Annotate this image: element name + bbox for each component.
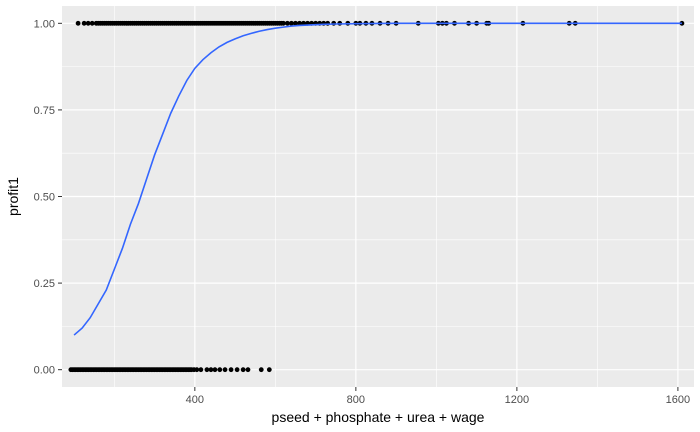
y-tick-label: 0.50 [34,192,55,204]
data-point [75,20,81,26]
x-tick-label: 1200 [505,394,529,406]
data-point [85,20,91,26]
data-point [81,20,87,26]
data-point [293,20,298,26]
x-tick-label: 1600 [666,394,690,406]
data-point [217,367,223,373]
data-point [266,367,272,373]
data-point [289,20,294,26]
data-point [297,20,302,26]
data-point [281,20,286,26]
data-point [285,20,290,26]
x-axis-ticks: 400 800 1200 1600 [186,387,690,406]
x-axis-title: pseed + phosphate + urea + wage [272,409,485,425]
y-axis-ticks: 0.00 0.25 0.50 0.75 1.00 [34,18,62,377]
data-point [198,367,204,373]
data-point [228,367,234,373]
data-point [240,367,246,373]
y-tick-label: 0.75 [34,105,55,117]
data-point [89,20,95,26]
x-tick-label: 800 [347,394,365,406]
data-point [222,367,228,373]
data-points [68,20,685,373]
data-point [679,20,685,26]
data-point [212,367,218,373]
data-point [194,367,200,373]
data-point [204,367,210,373]
data-point [258,367,264,373]
fitted-curve [73,22,682,336]
x-tick-label: 400 [186,394,204,406]
y-tick-label: 0.25 [34,278,55,290]
y-tick-label: 0.00 [34,365,55,377]
y-axis-title: profit1 [5,177,21,216]
data-point [245,367,251,373]
y-tick-label: 1.00 [34,18,55,30]
data-point [208,367,214,373]
data-point [234,367,240,373]
